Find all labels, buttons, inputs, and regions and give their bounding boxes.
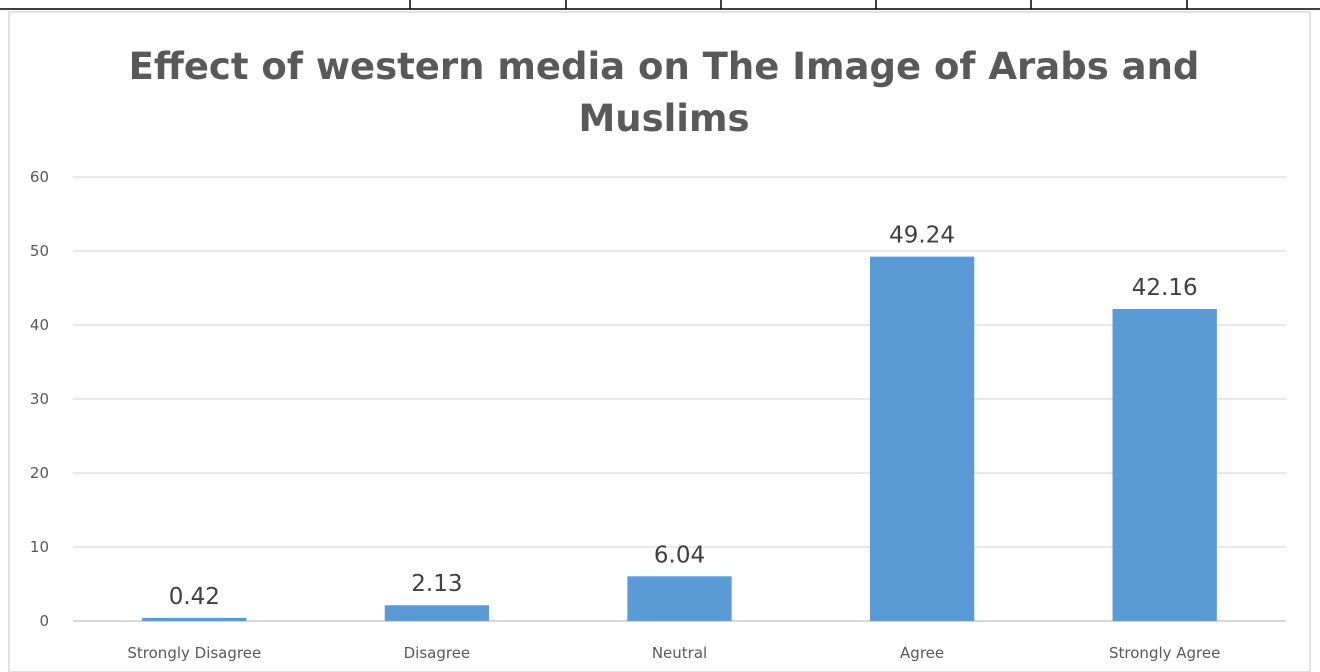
chart-title-line-1: Effect of western media on The Image of … [129,45,1200,88]
y-tick-label: 30 [30,390,49,408]
bar [384,605,490,621]
chart-title-line-2: Muslims [578,97,749,140]
data-labels: 0.42 2.13 6.04 49.24 42.16 [169,223,1198,610]
y-tick-label: 60 [30,168,49,186]
bar [142,617,247,621]
chart-area-border [8,11,1311,672]
bar [627,576,732,621]
bar [1112,309,1217,621]
x-tick-label: Strongly Agree [1109,644,1220,662]
y-tick-label: 40 [30,316,49,334]
y-axis-ticks: 0 10 20 30 40 50 60 [30,168,49,630]
x-tick-label: Disagree [404,644,471,662]
x-axis-categories: Strongly Disagree Disagree Neutral Agree Str… [127,644,1220,662]
bars [142,256,1217,621]
data-label: 42.16 [1132,275,1198,301]
x-tick-label: Neutral [652,644,707,662]
table-remnant [0,0,1320,10]
bar [869,256,975,621]
x-tick-label: Strongly Disagree [127,644,261,662]
y-tick-label: 50 [30,242,49,260]
data-label: 2.13 [411,571,462,597]
data-label: 49.24 [889,223,955,249]
y-tick-label: 0 [39,612,49,630]
y-tick-label: 10 [30,538,49,556]
data-label: 0.42 [169,584,220,610]
x-tick-label: Agree [900,644,944,662]
data-label: 6.04 [654,542,705,568]
gridlines [73,176,1286,622]
y-tick-label: 20 [30,464,49,482]
